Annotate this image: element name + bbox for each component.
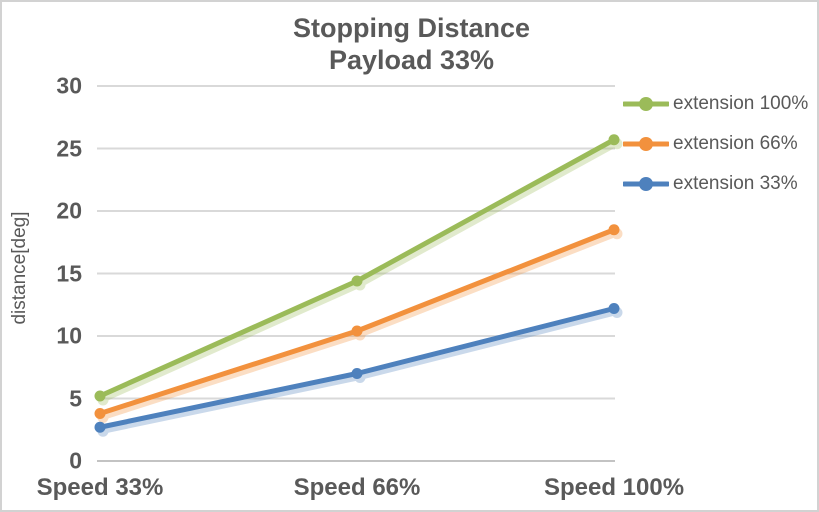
y-tick-label: 0 xyxy=(69,447,82,474)
chart-title: Stopping Distance xyxy=(292,13,530,43)
legend-label: extension 33% xyxy=(673,173,798,194)
legend-item: extension 100% xyxy=(623,84,808,124)
y-tick-label: 5 xyxy=(69,385,82,411)
x-tick-label: Speed 100% xyxy=(543,474,685,501)
legend-line-marker-icon xyxy=(623,137,669,151)
legend: extension 100% extension 66% extension 3… xyxy=(623,2,817,510)
legend-line-marker-icon xyxy=(623,177,669,191)
legend-label: extension 100% xyxy=(673,93,809,114)
legend-label: extension 66% xyxy=(673,133,798,154)
x-tick-label: Speed 66% xyxy=(293,474,421,501)
legend-line-marker-icon xyxy=(623,97,669,111)
legend-item: extension 66% xyxy=(623,124,798,164)
y-tick-label: 25 xyxy=(56,135,82,161)
chart-title-block: Stopping Distance Payload 33% xyxy=(2,12,817,76)
legend-item: extension 33% xyxy=(623,164,798,204)
y-tick-label: 30 xyxy=(56,72,82,99)
y-tick-label: 15 xyxy=(56,260,82,286)
y-tick-label: 20 xyxy=(56,197,82,224)
x-tick-label: Speed 33% xyxy=(36,474,164,501)
y-tick-label: 10 xyxy=(56,322,82,349)
chart-subtitle: Payload 33% xyxy=(328,45,495,75)
